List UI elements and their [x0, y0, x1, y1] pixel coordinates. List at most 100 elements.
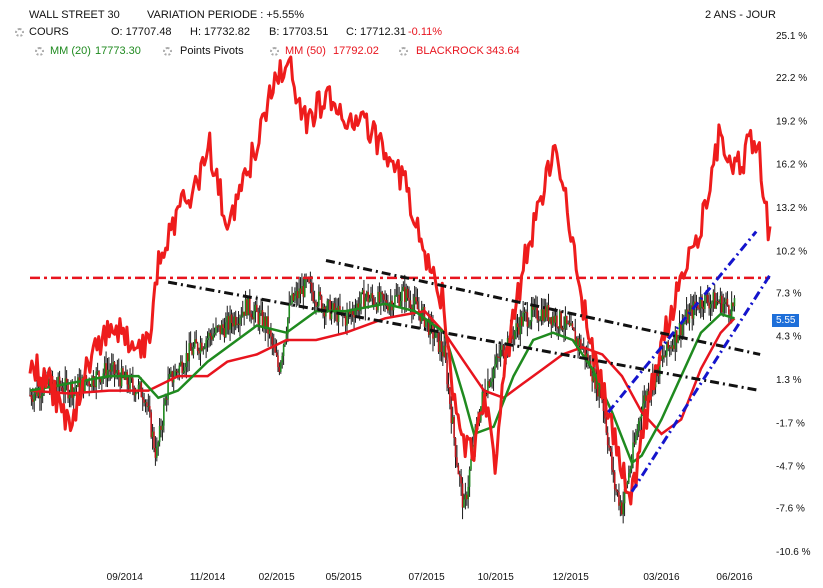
candlestick-series	[29, 271, 736, 524]
period-label[interactable]: 2 ANS - JOUR	[705, 9, 776, 21]
candle-body	[246, 299, 248, 316]
candle-body	[644, 395, 647, 401]
candle-body	[418, 309, 420, 312]
candle-body	[613, 472, 616, 490]
candle-body	[168, 373, 171, 379]
candle-body	[556, 315, 558, 328]
candle-body	[313, 301, 316, 303]
candle-body	[299, 288, 302, 294]
y-tick-label: 1.3 %	[776, 375, 802, 386]
candle-body	[554, 315, 557, 323]
mm20-gear-icon[interactable]	[35, 47, 44, 56]
black-trendline[interactable]	[167, 280, 761, 393]
candle-body	[106, 369, 109, 379]
candle-body	[144, 402, 147, 404]
candle-body	[134, 392, 137, 396]
blue-trendline[interactable]	[607, 230, 758, 414]
candle-body	[612, 469, 615, 473]
candle-body	[363, 290, 365, 309]
candle-body	[632, 442, 634, 462]
candle-body	[295, 291, 298, 296]
y-tick-label: 10.2 %	[776, 246, 807, 257]
candle-body	[453, 417, 455, 438]
candle-body	[326, 301, 329, 311]
candle-body	[691, 305, 694, 319]
candle-body	[425, 320, 427, 327]
mm50-gear-icon[interactable]	[270, 47, 279, 56]
candle-body	[91, 376, 93, 387]
candle-body	[67, 383, 69, 399]
candle-body	[219, 325, 222, 335]
mm20-label: MM (20)	[50, 45, 91, 57]
candle-body	[29, 394, 31, 396]
candle-body	[157, 442, 160, 447]
x-tick-label: 09/2014	[107, 572, 144, 583]
candle-body	[396, 294, 399, 296]
candle-body	[75, 386, 78, 388]
black-trendline[interactable]	[325, 259, 761, 356]
candle-body	[218, 325, 220, 327]
candle-body	[412, 304, 415, 313]
candle-body	[60, 386, 62, 388]
candle-body	[611, 451, 613, 470]
candle-body	[310, 282, 313, 293]
x-tick-label: 06/2016	[716, 572, 753, 583]
candle-body	[516, 323, 519, 328]
pivots-gear-icon[interactable]	[163, 47, 172, 56]
candle-body	[660, 356, 663, 360]
candle-body	[164, 398, 167, 405]
candle-body	[240, 316, 243, 318]
candle-body	[377, 291, 379, 311]
candle-body	[680, 322, 682, 336]
candle-body	[491, 378, 493, 382]
candle-body	[384, 299, 386, 301]
candle-body	[92, 376, 95, 386]
blackrock-gear-icon[interactable]	[399, 47, 408, 56]
candle-body	[89, 385, 92, 387]
candle-body	[312, 292, 315, 302]
candle-body	[578, 339, 581, 347]
candle-body	[733, 298, 736, 307]
candle-body	[498, 356, 500, 358]
candle-body	[730, 302, 733, 316]
candle-body	[726, 298, 729, 306]
blue-trendline[interactable]	[630, 274, 772, 493]
cours-gear-icon[interactable]	[15, 28, 24, 37]
candle-body	[573, 327, 575, 331]
candle-body	[137, 384, 140, 393]
candle-body	[591, 376, 593, 382]
candle-body	[333, 303, 336, 313]
candle-body	[247, 296, 250, 316]
candle-body	[39, 388, 41, 399]
candle-body	[261, 310, 264, 328]
candle-body	[253, 311, 255, 320]
candle-body	[496, 356, 499, 358]
candle-body	[158, 425, 161, 443]
candle-body	[174, 370, 176, 379]
candle-body	[263, 316, 265, 328]
candle-body	[288, 303, 291, 319]
candle-body	[663, 355, 665, 358]
candle-body	[175, 370, 178, 372]
candle-body	[267, 316, 269, 335]
candle-body	[595, 374, 598, 389]
candle-body	[718, 301, 720, 304]
candle-body	[281, 356, 284, 363]
candle-body	[677, 336, 679, 343]
candle-body	[192, 346, 195, 355]
candle-body	[215, 326, 217, 334]
candle-body	[442, 351, 444, 357]
mm50-label: MM (50)	[285, 45, 326, 57]
candle-body	[356, 303, 358, 310]
candle-body	[540, 309, 543, 321]
close-value: C: 17712.31	[346, 26, 406, 38]
candle-body	[675, 330, 678, 343]
candle-body	[439, 340, 441, 352]
candle-body	[577, 338, 579, 347]
candle-body	[237, 323, 240, 325]
blackrock-value: 343.64	[486, 45, 520, 57]
candle-body	[599, 386, 602, 398]
y-tick-label: -1.7 %	[776, 418, 805, 429]
candle-body	[227, 316, 230, 330]
